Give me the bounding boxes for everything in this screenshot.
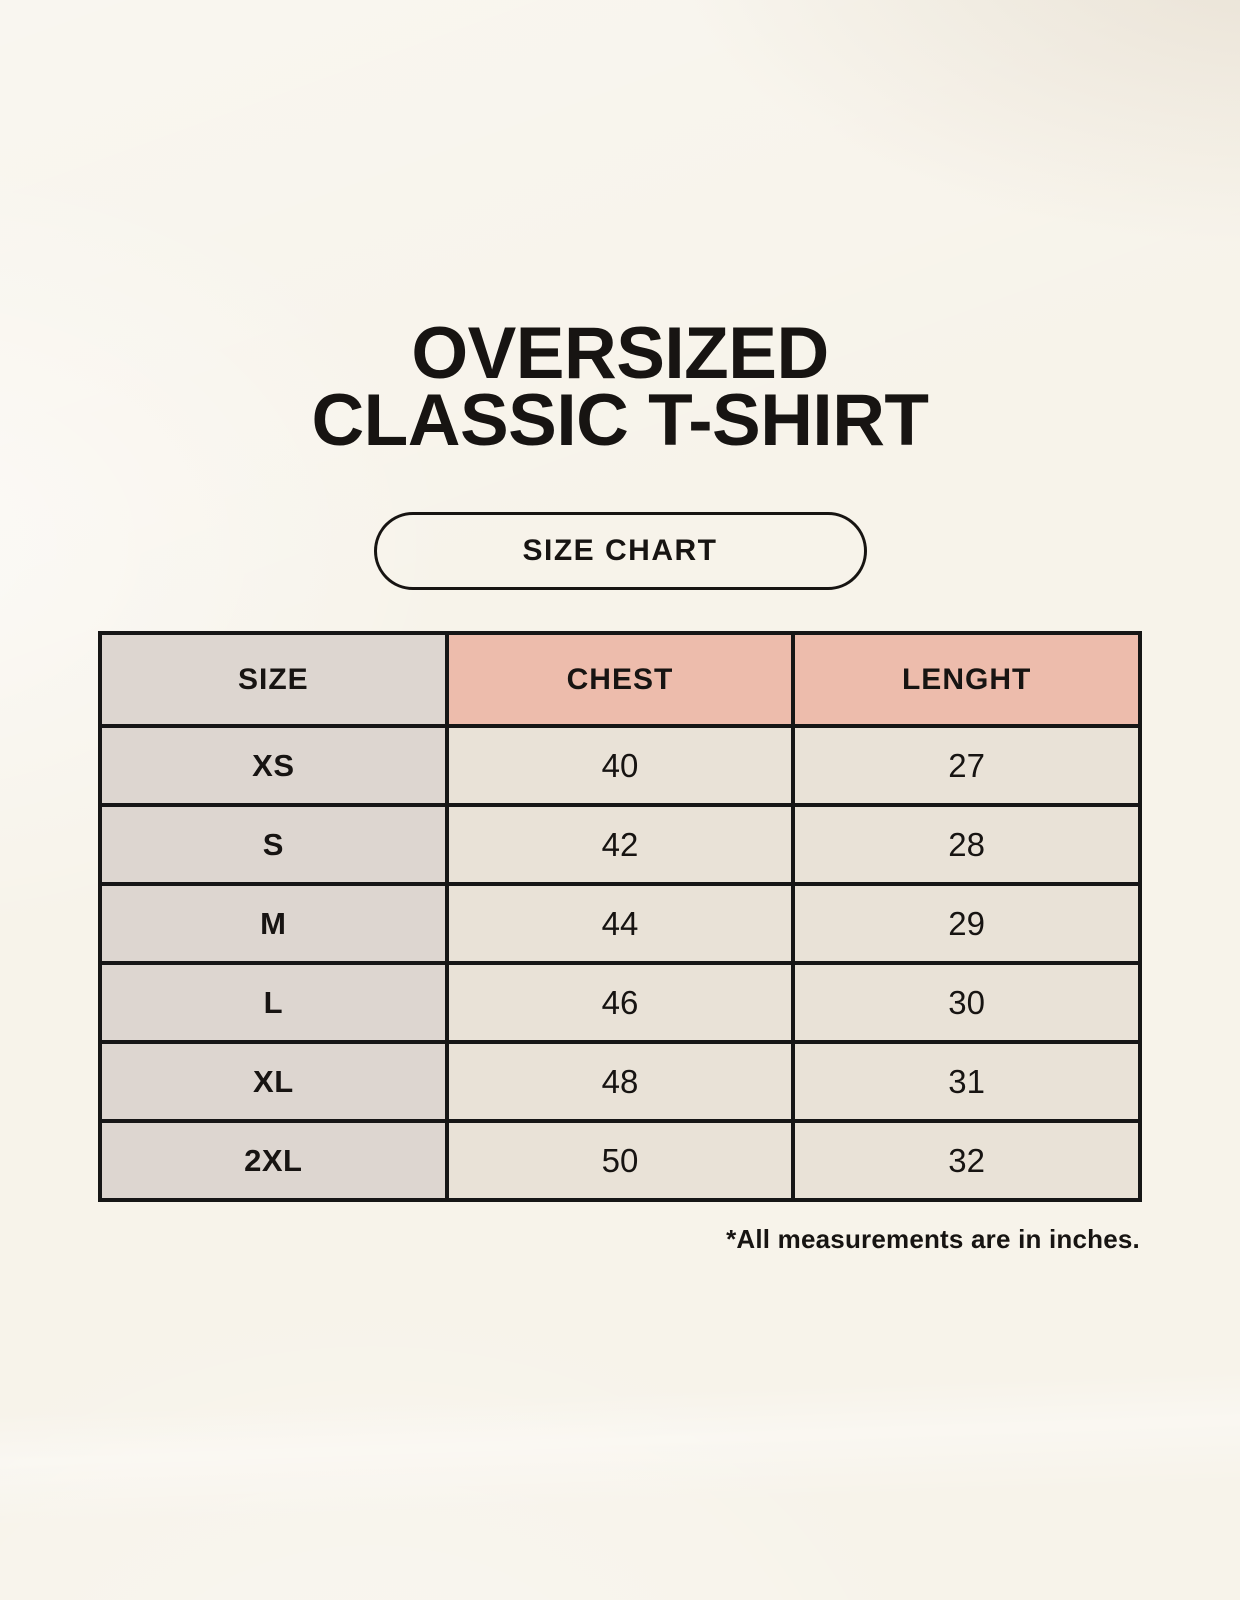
size-chart-button-label: SIZE CHART xyxy=(522,534,718,567)
size-table-header: SIZE CHEST LENGHT xyxy=(98,631,1142,728)
header: OVERSIZED CLASSIC T-SHIRT SIZE CHART xyxy=(0,0,1240,590)
size-table-row: S 42 28 xyxy=(98,803,1142,886)
size-cell: M xyxy=(98,882,449,965)
length-cell: 30 xyxy=(791,961,1142,1044)
size-table-row: L 46 30 xyxy=(98,961,1142,1044)
length-cell: 27 xyxy=(791,724,1142,807)
title-line-1: OVERSIZED xyxy=(411,313,829,394)
chest-cell: 48 xyxy=(444,1040,796,1123)
size-table: SIZE CHEST LENGHT XS 40 27 S 42 28 M 44 … xyxy=(98,631,1142,1202)
size-cell: XS xyxy=(98,724,449,807)
page-title: OVERSIZED CLASSIC T-SHIRT xyxy=(0,0,1240,461)
size-cell: S xyxy=(98,803,449,886)
chest-cell: 50 xyxy=(444,1119,796,1202)
size-table-row: 2XL 50 32 xyxy=(98,1119,1142,1202)
size-table-row: XS 40 27 xyxy=(98,724,1142,807)
size-cell: 2XL xyxy=(98,1119,449,1202)
measurements-footnote: *All measurements are in inches. xyxy=(726,1224,1140,1254)
title-line-2: CLASSIC T-SHIRT xyxy=(311,380,929,461)
column-header-chest: CHEST xyxy=(444,631,796,728)
chest-cell: 40 xyxy=(444,724,796,807)
size-table-row: XL 48 31 xyxy=(98,1040,1142,1123)
size-chart-button[interactable]: SIZE CHART xyxy=(373,512,867,590)
size-table-body: XS 40 27 S 42 28 M 44 29 L 46 30 XL 48 3… xyxy=(98,724,1142,1202)
length-cell: 31 xyxy=(791,1040,1142,1123)
column-header-size: SIZE xyxy=(98,631,449,728)
chest-cell: 44 xyxy=(444,882,796,965)
length-cell: 29 xyxy=(791,882,1142,965)
column-header-length: LENGHT xyxy=(791,631,1142,728)
size-cell: XL xyxy=(98,1040,449,1123)
size-table-header-row: SIZE CHEST LENGHT xyxy=(98,631,1142,728)
length-cell: 28 xyxy=(791,803,1142,886)
chest-cell: 46 xyxy=(444,961,796,1044)
size-cell: L xyxy=(98,961,449,1044)
chest-cell: 42 xyxy=(444,803,796,886)
length-cell: 32 xyxy=(791,1119,1142,1202)
size-table-row: M 44 29 xyxy=(98,882,1142,965)
